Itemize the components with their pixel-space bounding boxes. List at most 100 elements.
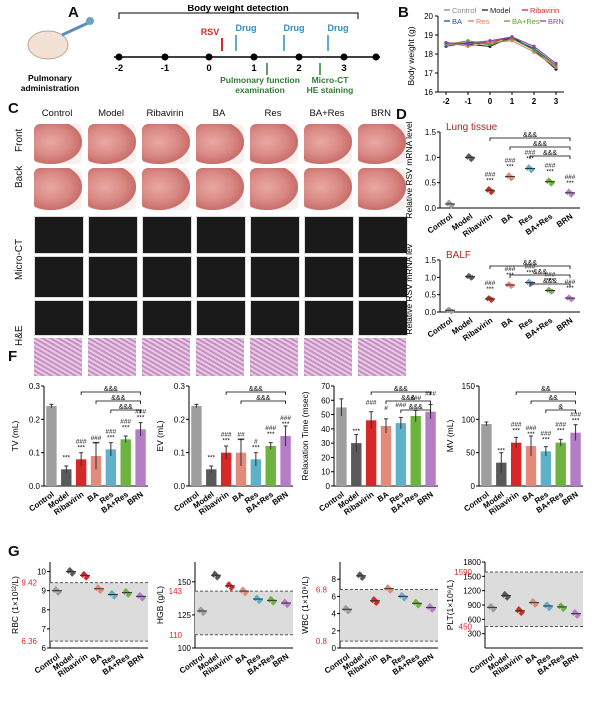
panel-b-legend-item: BRN [548,17,564,26]
data-point [214,575,220,581]
data-point [69,571,75,577]
panel-b-point [510,35,514,39]
data-point [212,570,218,576]
significance-stars: *** [527,431,535,438]
bar [570,432,581,486]
comparison-bracket [110,409,141,413]
y-tick-label: 0.0 [174,482,186,491]
x-tick-label: BRN [555,316,575,333]
microct-image [358,256,408,298]
panel-b-legend-item: Model [490,6,511,15]
range-upper-label: 143 [169,587,183,596]
significance-stars: *** [77,444,85,451]
data-point [240,586,246,592]
bracket-label: & [558,404,563,411]
y-tick-label: 0.5 [425,291,437,300]
panel-a-timeline: -2 -1 0 1 2 3 Body weight detection RSV Drug … [21,5,380,95]
significance-hashes: ### [221,432,232,439]
lung-photo [142,124,190,164]
x-tick-label: BRN [561,490,581,507]
y-tick-label: 0.0 [425,204,437,213]
mouse-illustration [27,17,94,60]
significance-hashes: # [254,438,258,445]
y-tick-label: 900 [468,601,482,610]
data-point [518,610,524,616]
significance-hashes: ### [565,279,576,286]
lung-photo [358,168,406,210]
significance-hashes: ### [505,158,516,165]
significance-stars: *** [526,270,534,277]
y-tick-label: 100 [178,644,192,653]
data-point [413,598,419,604]
panel-b-series-line [445,38,557,66]
range-lower-label: 110 [169,631,182,640]
y-axis-label: EV (mL) [155,420,165,451]
comparison-bracket [225,391,286,395]
panel-b-ytick: 18 [424,50,433,59]
microct-image [34,256,84,298]
microct-image [250,216,300,254]
data-point [544,601,550,607]
panel-c-images: Control Model Ribavirin BA Res BA+Res BRN Fron… [0,108,408,376]
x-tick-label: BRN [416,652,436,669]
timeline-tick: 2 [296,63,301,74]
microct-image [34,300,84,336]
range-lower-label: 450 [459,623,473,632]
y-tick-label: 600 [468,615,482,624]
panel-e-chart: 0.0 0.5 1.0 1.5 Relative RSV mRNA level Contr… [404,244,580,343]
bracket-label: &&& [394,386,408,393]
data-point [359,576,365,582]
data-point [123,588,129,594]
data-point [97,589,103,595]
y-tick-label: 0.3 [174,382,186,391]
reference-range [340,589,438,642]
y-axis-label: Relative RSV mRNA level [404,121,414,218]
comparison-bracket [80,391,141,395]
range-upper-label: 6.8 [316,586,328,595]
y-tick-label: 1800 [463,558,481,567]
y-axis-label: Relaxation Time (msec) [300,391,310,480]
x-tick-label: BA [500,316,515,330]
lung-photo [88,124,136,164]
significance-stars: *** [92,441,100,448]
y-tick-label: 10 [321,468,330,477]
microct-image [304,216,354,254]
data-point [139,596,145,602]
data-point [490,607,496,613]
data-point [343,604,349,610]
panel-b-legend-item: BA+Res [512,17,540,26]
microct-image [304,256,354,298]
y-axis-label: WBC (1×10⁹/L) [300,576,310,634]
panel-b-ytick: 20 [424,12,433,21]
panel-b-chart: Body weight (g) 16 17 18 19 20 -2 -1 0 1 2 3 Control… [406,6,564,106]
panel-b-series-line [445,36,557,64]
data-point [137,591,143,597]
data-point [371,596,377,602]
data-point [198,606,204,612]
x-tick-label: BA [521,490,536,504]
y-tick-label: 1500 [463,572,481,581]
y-tick-label: 1.0 [425,153,437,162]
lung-photo [34,168,82,210]
range-upper-label: 1590 [454,568,472,577]
bar [90,456,102,486]
bracket-label: &&& [543,278,557,285]
significance-hashes: ### [395,402,406,409]
data-point [528,168,534,174]
bar [555,442,566,486]
data-point [508,176,514,182]
significance-stars: *** [122,424,130,431]
reference-range [195,591,293,635]
panel-b-xtick: 2 [532,97,537,106]
panel-b-xtick: -2 [442,97,450,106]
data-point [546,606,552,612]
panel-b-ytick: 19 [424,31,433,40]
data-point [399,591,405,597]
data-point [572,609,578,615]
comparison-bracket [240,400,286,404]
lung-photo [34,124,82,164]
col-label: Ribavirin [146,108,184,119]
pulm-function-label: Pulmonary function examination [220,75,300,95]
significance-stars: *** [546,169,554,176]
significance-stars: *** [222,438,230,445]
